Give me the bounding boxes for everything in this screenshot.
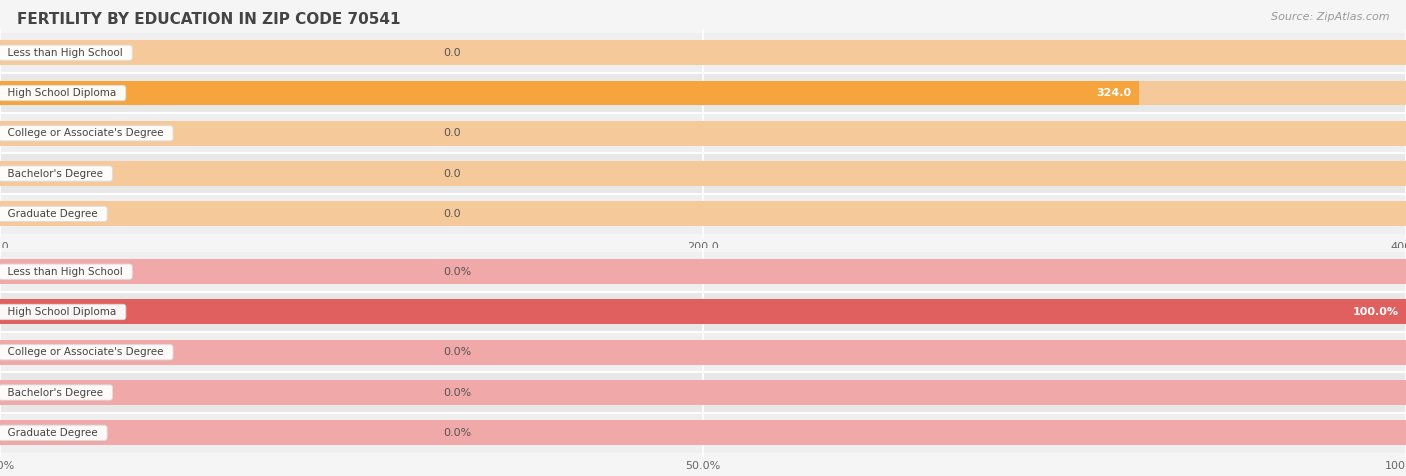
Bar [0, 113, 1406, 153]
Bar [0, 420, 1406, 445]
Bar [0, 40, 1406, 65]
Bar [0, 32, 1406, 73]
Text: 0.0%: 0.0% [443, 387, 471, 397]
Text: FERTILITY BY EDUCATION IN ZIP CODE 70541: FERTILITY BY EDUCATION IN ZIP CODE 70541 [17, 12, 401, 27]
Text: Bachelor's Degree: Bachelor's Degree [1, 387, 110, 397]
Bar [0, 299, 1406, 325]
Text: 0.0%: 0.0% [443, 428, 471, 438]
Text: 0.0%: 0.0% [443, 267, 471, 277]
Bar [0, 372, 1406, 413]
Bar [0, 201, 1406, 226]
Text: High School Diploma: High School Diploma [1, 88, 124, 98]
Bar [0, 299, 1406, 325]
Bar [0, 194, 1406, 234]
Text: Source: ZipAtlas.com: Source: ZipAtlas.com [1271, 12, 1389, 22]
Text: College or Associate's Degree: College or Associate's Degree [1, 128, 170, 139]
Bar [0, 332, 1406, 372]
Text: College or Associate's Degree: College or Associate's Degree [1, 347, 170, 357]
Bar [0, 80, 1139, 106]
Bar [0, 153, 1406, 194]
Bar [0, 413, 1406, 453]
Text: 0.0: 0.0 [443, 48, 461, 58]
Bar [0, 380, 1406, 405]
Bar [0, 292, 1406, 332]
Bar [0, 340, 1406, 365]
Text: Less than High School: Less than High School [1, 267, 129, 277]
Text: Bachelor's Degree: Bachelor's Degree [1, 169, 110, 178]
Text: 0.0%: 0.0% [443, 347, 471, 357]
Text: High School Diploma: High School Diploma [1, 307, 124, 317]
Text: 0.0: 0.0 [443, 169, 461, 178]
Text: Graduate Degree: Graduate Degree [1, 428, 104, 438]
Bar [0, 80, 1406, 106]
Bar [0, 73, 1406, 113]
Text: 100.0%: 100.0% [1353, 307, 1399, 317]
Text: 0.0: 0.0 [443, 128, 461, 139]
Bar [0, 121, 1406, 146]
Text: Graduate Degree: Graduate Degree [1, 209, 104, 219]
Bar [0, 259, 1406, 284]
Bar [0, 251, 1406, 292]
Text: Less than High School: Less than High School [1, 48, 129, 58]
Text: 0.0: 0.0 [443, 209, 461, 219]
Bar [0, 161, 1406, 186]
Text: 324.0: 324.0 [1097, 88, 1132, 98]
